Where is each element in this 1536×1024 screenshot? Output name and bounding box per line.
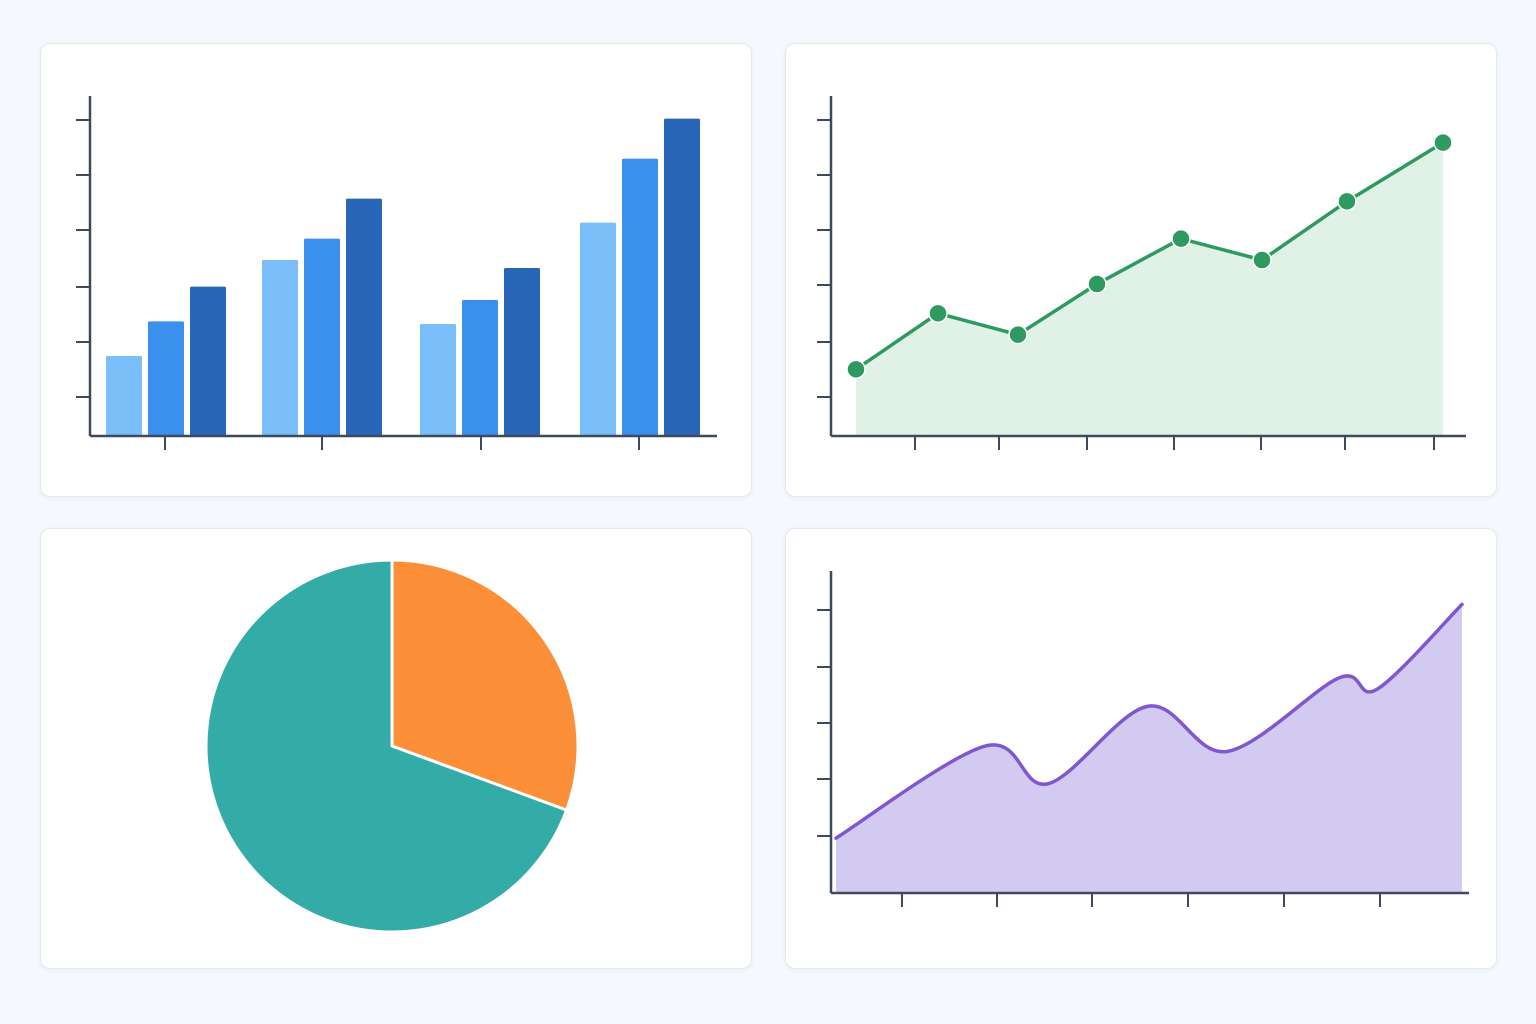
area-chart: [817, 571, 1469, 907]
area-chart-card: [785, 528, 1497, 969]
line-point: [1337, 191, 1357, 212]
area-line: [834, 602, 1464, 840]
bar: [346, 198, 382, 436]
bar: [504, 268, 540, 436]
bar: [262, 260, 298, 436]
line-chart-card: [785, 43, 1497, 497]
bar-chart: [76, 96, 717, 450]
line-chart: [817, 96, 1466, 450]
bar: [106, 356, 142, 436]
pie-slice: [204, 558, 569, 934]
bar: [190, 286, 226, 436]
line-point: [846, 359, 866, 380]
pie-slice: [390, 558, 580, 812]
pie-chart-card: [40, 528, 752, 969]
bar: [420, 324, 456, 436]
bar: [304, 238, 340, 436]
line-point: [1252, 250, 1272, 270]
bar: [622, 158, 658, 436]
line-area-fill: [856, 142, 1443, 436]
line-point: [1087, 274, 1107, 294]
bar-chart-card: [40, 43, 752, 497]
bar: [148, 321, 184, 436]
line-point: [1171, 228, 1191, 249]
bar: [580, 222, 616, 436]
bar: [664, 118, 700, 437]
area-fill: [836, 604, 1462, 893]
line-series: [855, 141, 1444, 371]
line-point: [1008, 324, 1028, 345]
line-point: [928, 303, 948, 324]
line-point: [1433, 132, 1453, 153]
pie-chart: [204, 558, 580, 934]
bar: [462, 300, 498, 436]
